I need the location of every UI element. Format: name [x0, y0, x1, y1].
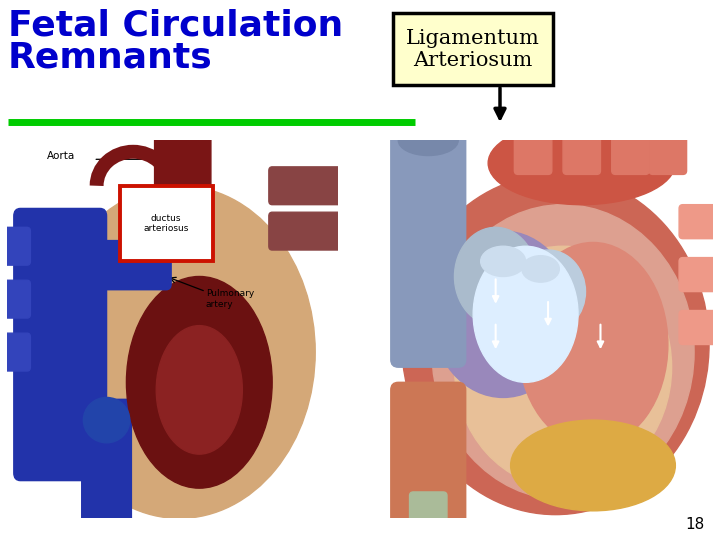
FancyBboxPatch shape — [649, 129, 687, 174]
Text: Fetal Circulation: Fetal Circulation — [8, 8, 343, 42]
FancyBboxPatch shape — [0, 333, 30, 371]
Text: Remnants: Remnants — [8, 40, 212, 74]
Ellipse shape — [473, 246, 578, 382]
Ellipse shape — [522, 255, 559, 282]
FancyBboxPatch shape — [679, 205, 720, 239]
Text: 18: 18 — [685, 517, 705, 532]
Ellipse shape — [84, 397, 130, 443]
FancyBboxPatch shape — [269, 212, 348, 250]
Ellipse shape — [432, 231, 575, 397]
FancyBboxPatch shape — [269, 167, 348, 205]
FancyBboxPatch shape — [155, 127, 211, 252]
FancyBboxPatch shape — [89, 240, 171, 289]
Bar — [393, 13, 553, 85]
Ellipse shape — [454, 227, 537, 326]
Ellipse shape — [518, 242, 668, 447]
FancyBboxPatch shape — [14, 208, 107, 481]
FancyBboxPatch shape — [514, 129, 552, 174]
Ellipse shape — [44, 186, 315, 518]
FancyBboxPatch shape — [0, 280, 30, 318]
Ellipse shape — [510, 420, 675, 511]
Ellipse shape — [402, 174, 709, 515]
Text: Ligamentum
Arteriosum: Ligamentum Arteriosum — [406, 29, 540, 70]
Ellipse shape — [510, 250, 585, 333]
Bar — [120, 186, 212, 261]
FancyBboxPatch shape — [82, 399, 132, 524]
Text: Pulmonary
artery: Pulmonary artery — [206, 289, 254, 309]
Ellipse shape — [432, 205, 694, 500]
FancyBboxPatch shape — [410, 492, 447, 522]
FancyBboxPatch shape — [679, 258, 720, 292]
FancyBboxPatch shape — [612, 129, 649, 174]
Ellipse shape — [481, 246, 526, 276]
Ellipse shape — [454, 246, 672, 488]
Text: Aorta: Aorta — [47, 151, 75, 161]
FancyBboxPatch shape — [563, 129, 600, 174]
Ellipse shape — [398, 125, 458, 156]
Ellipse shape — [156, 326, 243, 454]
FancyBboxPatch shape — [679, 310, 720, 345]
Ellipse shape — [127, 276, 272, 488]
Text: ductus
arteriosus: ductus arteriosus — [143, 214, 189, 233]
FancyBboxPatch shape — [0, 227, 30, 265]
FancyBboxPatch shape — [391, 133, 466, 367]
FancyBboxPatch shape — [391, 382, 466, 526]
Ellipse shape — [488, 122, 675, 205]
